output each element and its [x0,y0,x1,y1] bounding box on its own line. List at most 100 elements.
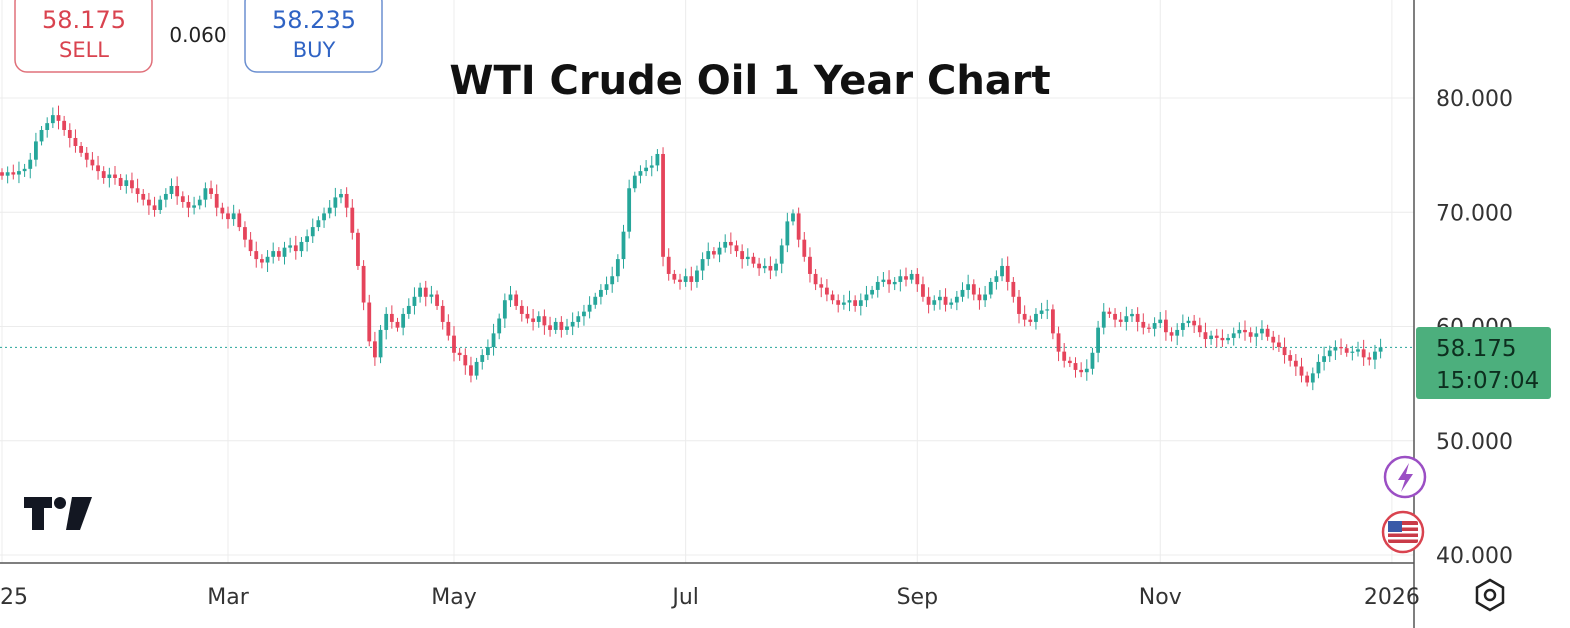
candle-body [152,205,157,210]
candle-body [1147,327,1151,329]
candle-body [96,165,100,172]
candle-body [1327,350,1332,357]
candle-body [237,213,242,228]
candle-body [11,172,16,175]
candle-body [954,296,959,303]
candle-body [113,174,117,178]
candle-body [892,281,897,285]
candle-body [130,180,134,189]
candle-body [1209,335,1213,340]
candle-body [293,245,298,252]
candle-body [1231,333,1236,338]
candle-body [147,199,151,206]
candle-body [1288,355,1293,361]
candle-body [469,365,473,376]
candle-body [1265,328,1270,337]
candle-body [299,241,304,252]
tradingview-logo[interactable] [24,497,92,530]
candle-body [486,347,490,356]
candle-body [260,259,264,263]
candle-body [344,193,349,208]
candle-body [926,296,931,305]
candle-body [502,300,507,319]
candle-body [186,201,191,208]
candle-body [966,284,971,290]
candle-body [1180,323,1185,330]
candle-body [553,321,558,330]
candle-body [1017,296,1021,314]
candle-body [723,241,728,248]
candle-body [28,159,33,169]
candle-body [632,175,637,189]
candle-body [971,284,976,295]
candle-body [1045,309,1050,311]
y-tick-label: 40.000 [1436,544,1513,569]
candle-body [1356,349,1360,352]
us-flag-icon[interactable] [1381,510,1425,554]
candle-body [1169,332,1174,336]
candle-body [514,294,519,306]
candle-body [864,294,869,301]
plot-area[interactable] [0,0,1414,563]
candle-body [0,172,4,176]
candle-body [1277,342,1281,348]
buy-button[interactable]: 58.235 BUY [244,0,383,73]
candle-body [904,276,908,280]
candle-body [378,329,383,358]
candle-body [1039,310,1044,314]
candle-body [531,318,535,322]
candle-body [649,165,654,168]
candle-body [977,294,982,301]
candle-body [932,300,937,305]
candle-body [909,273,914,280]
candle-body [452,335,456,353]
candle-body [231,213,236,220]
candle-body [576,316,581,322]
candle-body [1028,319,1033,322]
candle-body [898,276,903,282]
candle-body [542,316,547,326]
candle-body [389,313,394,322]
candle-body [1011,281,1016,297]
candle-body [728,241,733,246]
settings-gear-icon[interactable] [1475,578,1505,612]
candle-body [700,259,705,271]
candle-body [1062,351,1067,361]
candle-body [587,304,592,312]
last-price-tag-bg [1416,327,1551,399]
candle-body [90,159,95,166]
candle-body [56,115,61,121]
candle-body [1130,313,1134,317]
candle-body [401,313,406,328]
candles [0,105,1383,391]
candle-body [706,251,711,260]
sell-label: SELL [59,38,109,62]
candle-body [1305,375,1310,383]
candle-body [734,245,739,252]
last-price-value: 58.175 [1436,336,1516,362]
candle-body [695,270,699,282]
candle-body [1322,356,1326,362]
candle-body [474,361,479,376]
candle-body [406,305,411,314]
candle-body [316,220,321,228]
sell-button[interactable]: 58.175 SELL [14,0,153,73]
candle-body [180,196,185,202]
candle-body [1214,335,1219,338]
lightning-icon[interactable] [1383,455,1427,499]
candle-body [435,294,439,306]
candle-body [853,300,858,306]
candle-body [570,321,575,327]
time-axis[interactable]: 25 Mar May Jul Sep Nov 2026 [0,585,1420,610]
candle-body [830,294,835,301]
candle-body [1339,347,1343,349]
candle-body [1203,332,1208,340]
buy-label: BUY [293,38,336,62]
candle-body [785,221,790,246]
candle-body [67,129,72,138]
candle-body [1186,320,1191,324]
candle-body [712,251,716,255]
candle-body [887,279,891,285]
candle-body [621,231,626,260]
